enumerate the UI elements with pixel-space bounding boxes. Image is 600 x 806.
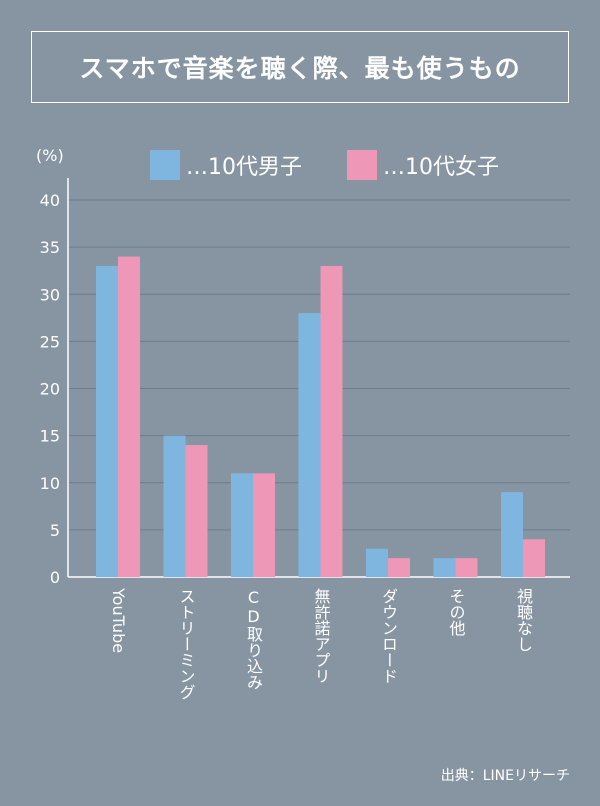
y-tick-label-30: 30 bbox=[40, 285, 60, 304]
bar-female-4 bbox=[388, 558, 410, 577]
bar-female-1 bbox=[185, 445, 208, 577]
legend-item-female: …10代女子 bbox=[347, 149, 499, 181]
category-label-1: ストリーミング bbox=[176, 588, 196, 700]
legend-label-male: …10代男子 bbox=[186, 155, 302, 180]
y-tick-label-40: 40 bbox=[40, 191, 60, 210]
bar-male-1 bbox=[163, 435, 186, 577]
chart-title: スマホで音楽を聴く際、最も使うもの bbox=[31, 31, 569, 103]
bar-male-4 bbox=[366, 548, 388, 577]
source-credit: 出典：LINEリサーチ bbox=[440, 768, 570, 784]
bar-female-3 bbox=[320, 265, 343, 577]
category-label-2: CD取り込み bbox=[244, 588, 263, 690]
category-label-6: 視聴なし bbox=[514, 588, 533, 652]
legend-swatch-male bbox=[150, 150, 180, 180]
bar-female-5 bbox=[455, 558, 478, 577]
category-label-0: YouTube bbox=[109, 588, 128, 654]
y-tick-label-20: 20 bbox=[40, 380, 60, 399]
y-tick-label-25: 25 bbox=[40, 332, 60, 351]
legend-item-male: …10代男子 bbox=[150, 149, 302, 181]
bar-female-0 bbox=[118, 256, 140, 577]
y-axis-unit-label: (%) bbox=[36, 146, 64, 165]
category-label-5: その他 bbox=[446, 588, 466, 636]
bar-female-2 bbox=[253, 473, 275, 577]
y-tick-label-10: 10 bbox=[40, 474, 60, 493]
category-label-3: 無許諾アプリ bbox=[311, 588, 331, 684]
category-label-4: ダウンロード bbox=[379, 588, 398, 684]
bar-male-0 bbox=[96, 265, 118, 577]
bar-male-6 bbox=[501, 492, 523, 577]
y-tick-label-35: 35 bbox=[40, 238, 60, 257]
bar-female-6 bbox=[523, 539, 545, 577]
y-tick-label-0: 0 bbox=[50, 568, 60, 587]
legend-label-female: …10代女子 bbox=[383, 155, 499, 180]
bar-male-3 bbox=[298, 313, 321, 577]
bar-male-5 bbox=[433, 558, 456, 577]
y-tick-label-5: 5 bbox=[50, 521, 60, 540]
bar-male-2 bbox=[231, 473, 253, 577]
legend-swatch-female bbox=[347, 150, 377, 180]
legend: …10代男子 …10代女子 bbox=[0, 149, 600, 181]
y-tick-label-15: 15 bbox=[40, 427, 60, 446]
